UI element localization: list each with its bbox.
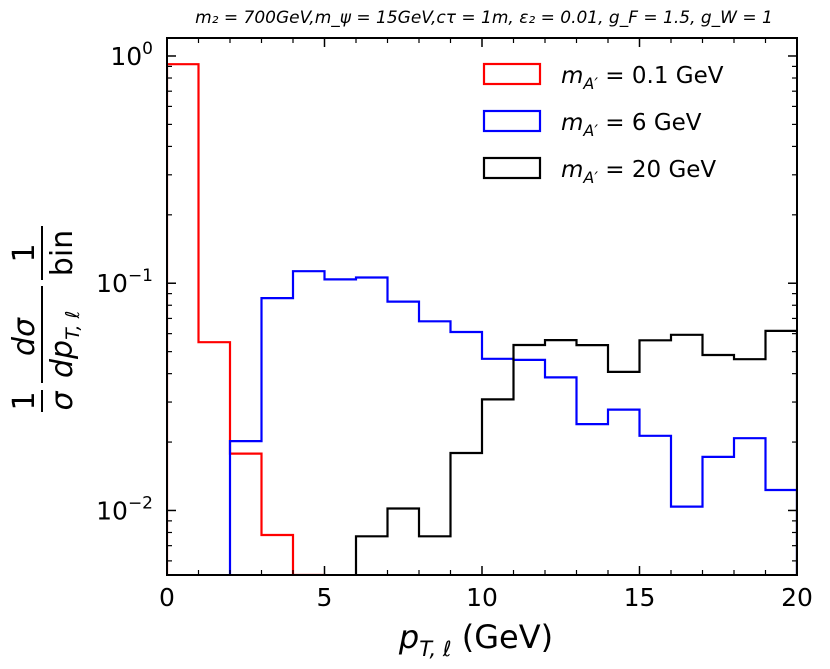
y-tick-label-1: 10−1 xyxy=(96,266,153,298)
legend: mA′ = 0.1 GeV mA′ = 6 GeV mA′ = 20 GeV xyxy=(482,62,724,187)
legend-swatch-0 xyxy=(482,62,542,86)
y-tick-label-2: 10−2 xyxy=(96,493,153,525)
series-line-1 xyxy=(228,270,797,575)
tick-labels-group: 0 5 10 15 20 100 10−1 10−2 xyxy=(96,39,813,612)
svg-text:dσ: dσ xyxy=(7,317,42,356)
svg-text:1: 1 xyxy=(7,391,42,410)
svg-text:bin: bin xyxy=(45,230,80,276)
series-line-0 xyxy=(167,63,326,575)
legend-entry-0: mA′ = 0.1 GeV xyxy=(482,62,724,93)
legend-label-0: mA′ = 0.1 GeV xyxy=(561,63,724,93)
legend-label-2: mA′ = 20 GeV xyxy=(561,157,716,187)
chart-title: m₂ = 700GeV,m_ψ = 15GeV,cτ = 1m, ε₂ = 0.… xyxy=(195,8,773,28)
svg-text:1: 1 xyxy=(7,243,42,262)
legend-entry-2: mA′ = 20 GeV xyxy=(482,156,716,187)
legend-entry-1: mA′ = 6 GeV xyxy=(482,109,702,140)
x-tick-label-4: 20 xyxy=(781,583,813,612)
legend-swatch-1 xyxy=(482,109,542,133)
series-line-2 xyxy=(354,329,797,575)
x-tick-label-1: 5 xyxy=(317,583,333,612)
svg-text:σ: σ xyxy=(45,391,80,411)
x-tick-label-3: 15 xyxy=(624,583,656,612)
series-group xyxy=(167,63,797,575)
svg-text:dpT, ℓ: dpT, ℓ xyxy=(45,311,84,378)
x-tick-label-0: 0 xyxy=(159,583,175,612)
y-tick-label-0: 100 xyxy=(110,39,153,71)
x-axis-label: pT, ℓ (GeV) xyxy=(398,618,553,661)
legend-label-1: mA′ = 6 GeV xyxy=(561,110,702,140)
y-axis-label: 1 σ dσ dpT, ℓ 1 bin xyxy=(7,226,84,412)
legend-swatch-2 xyxy=(482,156,542,180)
ticks-group xyxy=(166,38,798,575)
x-tick-label-2: 10 xyxy=(466,583,498,612)
